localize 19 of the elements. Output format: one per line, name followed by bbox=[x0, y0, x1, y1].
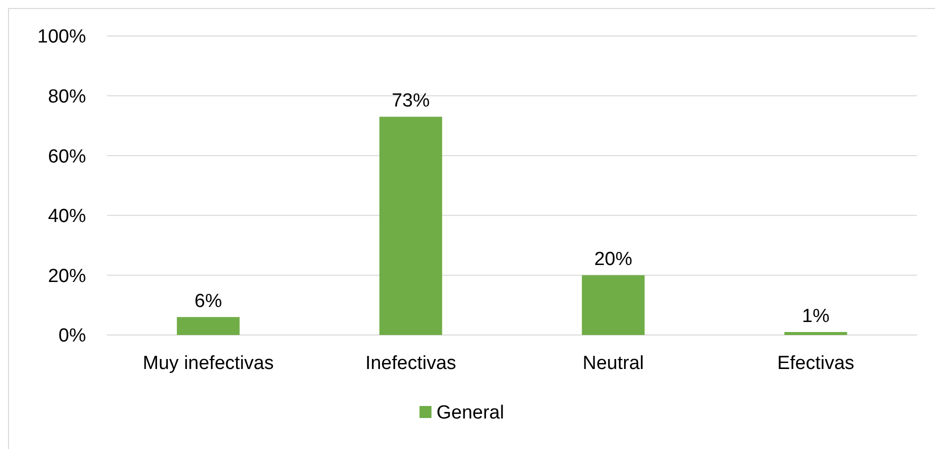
bar bbox=[176, 317, 240, 335]
data-label: 6% bbox=[194, 291, 222, 312]
data-label: 20% bbox=[594, 249, 632, 270]
data-label: 73% bbox=[392, 90, 430, 112]
y-tick-label: 0% bbox=[58, 326, 86, 347]
y-tick-label: 80% bbox=[48, 86, 86, 108]
data-label: 1% bbox=[802, 306, 830, 328]
bar bbox=[582, 275, 645, 335]
x-tick-label: Efectivas bbox=[777, 353, 854, 374]
y-tick-label: 60% bbox=[48, 146, 86, 168]
bar bbox=[784, 332, 848, 335]
y-tick-label: 20% bbox=[48, 266, 86, 287]
y-tick-label: 40% bbox=[48, 206, 86, 228]
bar bbox=[379, 116, 442, 335]
x-tick-label: Inefectivas bbox=[365, 353, 456, 374]
x-tick-label: Neutral bbox=[582, 353, 644, 374]
x-tick-label: Muy inefectivas bbox=[142, 353, 274, 374]
y-tick-label: 100% bbox=[37, 26, 86, 48]
legend-label: General bbox=[436, 402, 504, 424]
